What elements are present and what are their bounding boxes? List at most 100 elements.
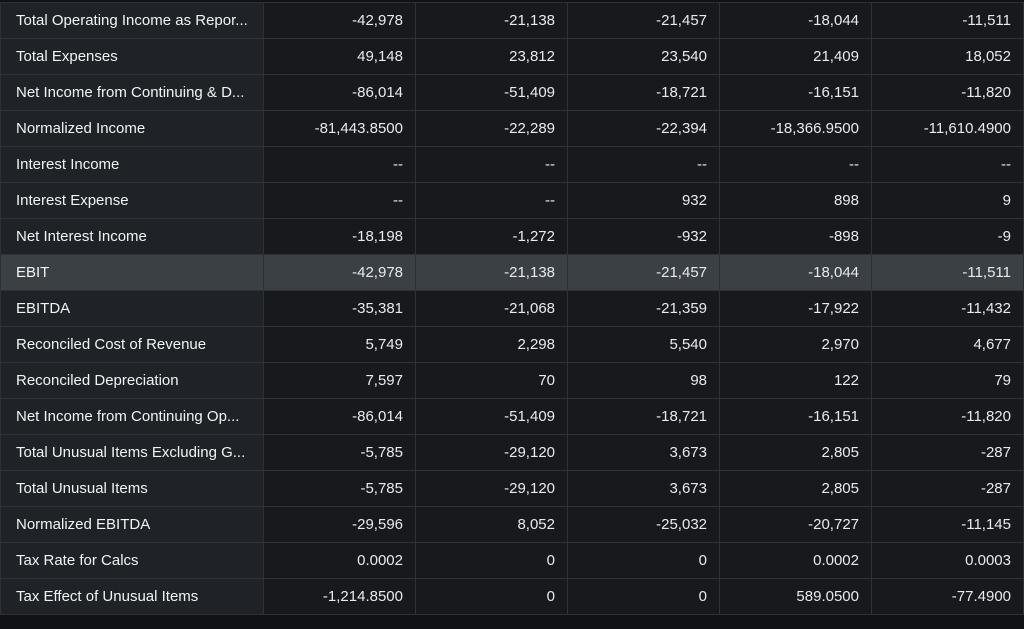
table-row[interactable]: Reconciled Depreciation 7,597 70 98 122 79 <box>0 363 1024 399</box>
table-cell: 70 <box>416 363 568 398</box>
table-cell: -51,409 <box>416 399 568 434</box>
table-cell: 0 <box>568 543 720 578</box>
table-cell: 3,673 <box>568 435 720 470</box>
table-row[interactable]: Net Income from Continuing Op... -86,014-… <box>0 399 1024 435</box>
row-label: Reconciled Cost of Revenue <box>0 327 264 362</box>
table-cell: 0.0002 <box>264 543 416 578</box>
table-cell: 8,052 <box>416 507 568 542</box>
row-label: Total Unusual Items Excluding G... <box>0 435 264 470</box>
table-cell: -21,138 <box>416 3 568 38</box>
table-row[interactable]: Net Income from Continuing & D... -86,014… <box>0 75 1024 111</box>
table-cell: -- <box>720 147 872 182</box>
table-row[interactable]: Total Operating Income as Repor... -42,97… <box>0 3 1024 39</box>
table-cell: -42,978 <box>264 3 416 38</box>
table-cell: -- <box>568 147 720 182</box>
table-cell: -11,610.4900 <box>872 111 1024 146</box>
table-cell: -11,145 <box>872 507 1024 542</box>
row-label: Total Unusual Items <box>0 471 264 506</box>
row-label: Normalized EBITDA <box>0 507 264 542</box>
table-cell: 122 <box>720 363 872 398</box>
row-label: Net Interest Income <box>0 219 264 254</box>
table-cell: -81,443.8500 <box>264 111 416 146</box>
table-cell: -11,820 <box>872 75 1024 110</box>
table-cell: -29,120 <box>416 471 568 506</box>
table-row[interactable]: Total Expenses 49,148 23,812 23,540 21,409 18… <box>0 39 1024 75</box>
financials-table: Total Operating Income as Repor... -42,97… <box>0 2 1024 615</box>
table-cell: 23,812 <box>416 39 568 74</box>
table-cell: 5,749 <box>264 327 416 362</box>
row-label: Total Expenses <box>0 39 264 74</box>
table-cell: -11,820 <box>872 399 1024 434</box>
row-label: Interest Expense <box>0 183 264 218</box>
table-cell: -287 <box>872 435 1024 470</box>
table-cell: -29,120 <box>416 435 568 470</box>
row-label: Total Operating Income as Repor... <box>0 3 264 38</box>
table-cell: -18,198 <box>264 219 416 254</box>
table-row[interactable]: Tax Effect of Unusual Items -1,214.8500 0 0… <box>0 579 1024 615</box>
table-row[interactable]: Normalized EBITDA -29,596 8,052 -25,032 -20,… <box>0 507 1024 543</box>
table-cell: 0.0003 <box>872 543 1024 578</box>
table-cell: -17,922 <box>720 291 872 326</box>
table-cell: -18,044 <box>720 3 872 38</box>
row-label: EBITDA <box>0 291 264 326</box>
table-cell: 2,298 <box>416 327 568 362</box>
table-cell: -9 <box>872 219 1024 254</box>
table-cell: -5,785 <box>264 471 416 506</box>
table-row[interactable]: Net Interest Income -18,198 -1,272 -932 -898… <box>0 219 1024 255</box>
table-cell: 18,052 <box>872 39 1024 74</box>
table-cell: 589.0500 <box>720 579 872 614</box>
table-cell: -- <box>264 183 416 218</box>
table-cell: -21,068 <box>416 291 568 326</box>
table-cell: -- <box>264 147 416 182</box>
table-cell: -86,014 <box>264 75 416 110</box>
table-cell: -51,409 <box>416 75 568 110</box>
row-label: Interest Income <box>0 147 264 182</box>
table-cell: 932 <box>568 183 720 218</box>
table-cell: -16,151 <box>720 75 872 110</box>
table-row[interactable]: Total Unusual Items -5,785 -29,120 3,673 2,8… <box>0 471 1024 507</box>
table-cell: -18,366.9500 <box>720 111 872 146</box>
table-cell: -898 <box>720 219 872 254</box>
row-label: Tax Rate for Calcs <box>0 543 264 578</box>
table-cell: 2,805 <box>720 471 872 506</box>
table-row[interactable]: EBITDA -35,381 -21,068 -21,359 -17,922 -11,43… <box>0 291 1024 327</box>
table-cell: -11,511 <box>872 255 1024 290</box>
table-cell: -18,044 <box>720 255 872 290</box>
table-row[interactable]: Total Unusual Items Excluding G... -5,785… <box>0 435 1024 471</box>
table-cell: -42,978 <box>264 255 416 290</box>
table-cell: -- <box>416 183 568 218</box>
table-cell: -11,511 <box>872 3 1024 38</box>
table-cell: -11,432 <box>872 291 1024 326</box>
table-cell: 4,677 <box>872 327 1024 362</box>
table-cell: -77.4900 <box>872 579 1024 614</box>
table-cell: -86,014 <box>264 399 416 434</box>
table-cell: -21,457 <box>568 255 720 290</box>
table-row[interactable]: Interest Expense -- -- 932 898 9 <box>0 183 1024 219</box>
table-cell: 898 <box>720 183 872 218</box>
table-row[interactable]: Interest Income -- -- -- -- -- <box>0 147 1024 183</box>
row-label: Net Income from Continuing Op... <box>0 399 264 434</box>
table-cell: 3,673 <box>568 471 720 506</box>
table-cell: 2,805 <box>720 435 872 470</box>
table-cell: -5,785 <box>264 435 416 470</box>
table-cell: 5,540 <box>568 327 720 362</box>
table-cell: -29,596 <box>264 507 416 542</box>
table-cell: 0 <box>416 579 568 614</box>
table-cell: -22,289 <box>416 111 568 146</box>
table-cell: 0.0002 <box>720 543 872 578</box>
table-cell: 23,540 <box>568 39 720 74</box>
table-cell: -22,394 <box>568 111 720 146</box>
table-cell: -21,457 <box>568 3 720 38</box>
table-cell: 21,409 <box>720 39 872 74</box>
table-cell: 98 <box>568 363 720 398</box>
table-cell: 49,148 <box>264 39 416 74</box>
table-cell: 0 <box>568 579 720 614</box>
table-cell: -- <box>416 147 568 182</box>
table-row[interactable]: EBIT -42,978 -21,138 -21,457 -18,044 -11,511 <box>0 255 1024 291</box>
row-label: EBIT <box>0 255 264 290</box>
table-cell: -932 <box>568 219 720 254</box>
table-row[interactable]: Normalized Income -81,443.8500 -22,289 -22,… <box>0 111 1024 147</box>
table-row[interactable]: Tax Rate for Calcs 0.0002 0 0 0.0002 0.0003 <box>0 543 1024 579</box>
table-row[interactable]: Reconciled Cost of Revenue 5,749 2,298 5,54… <box>0 327 1024 363</box>
row-label: Net Income from Continuing & D... <box>0 75 264 110</box>
